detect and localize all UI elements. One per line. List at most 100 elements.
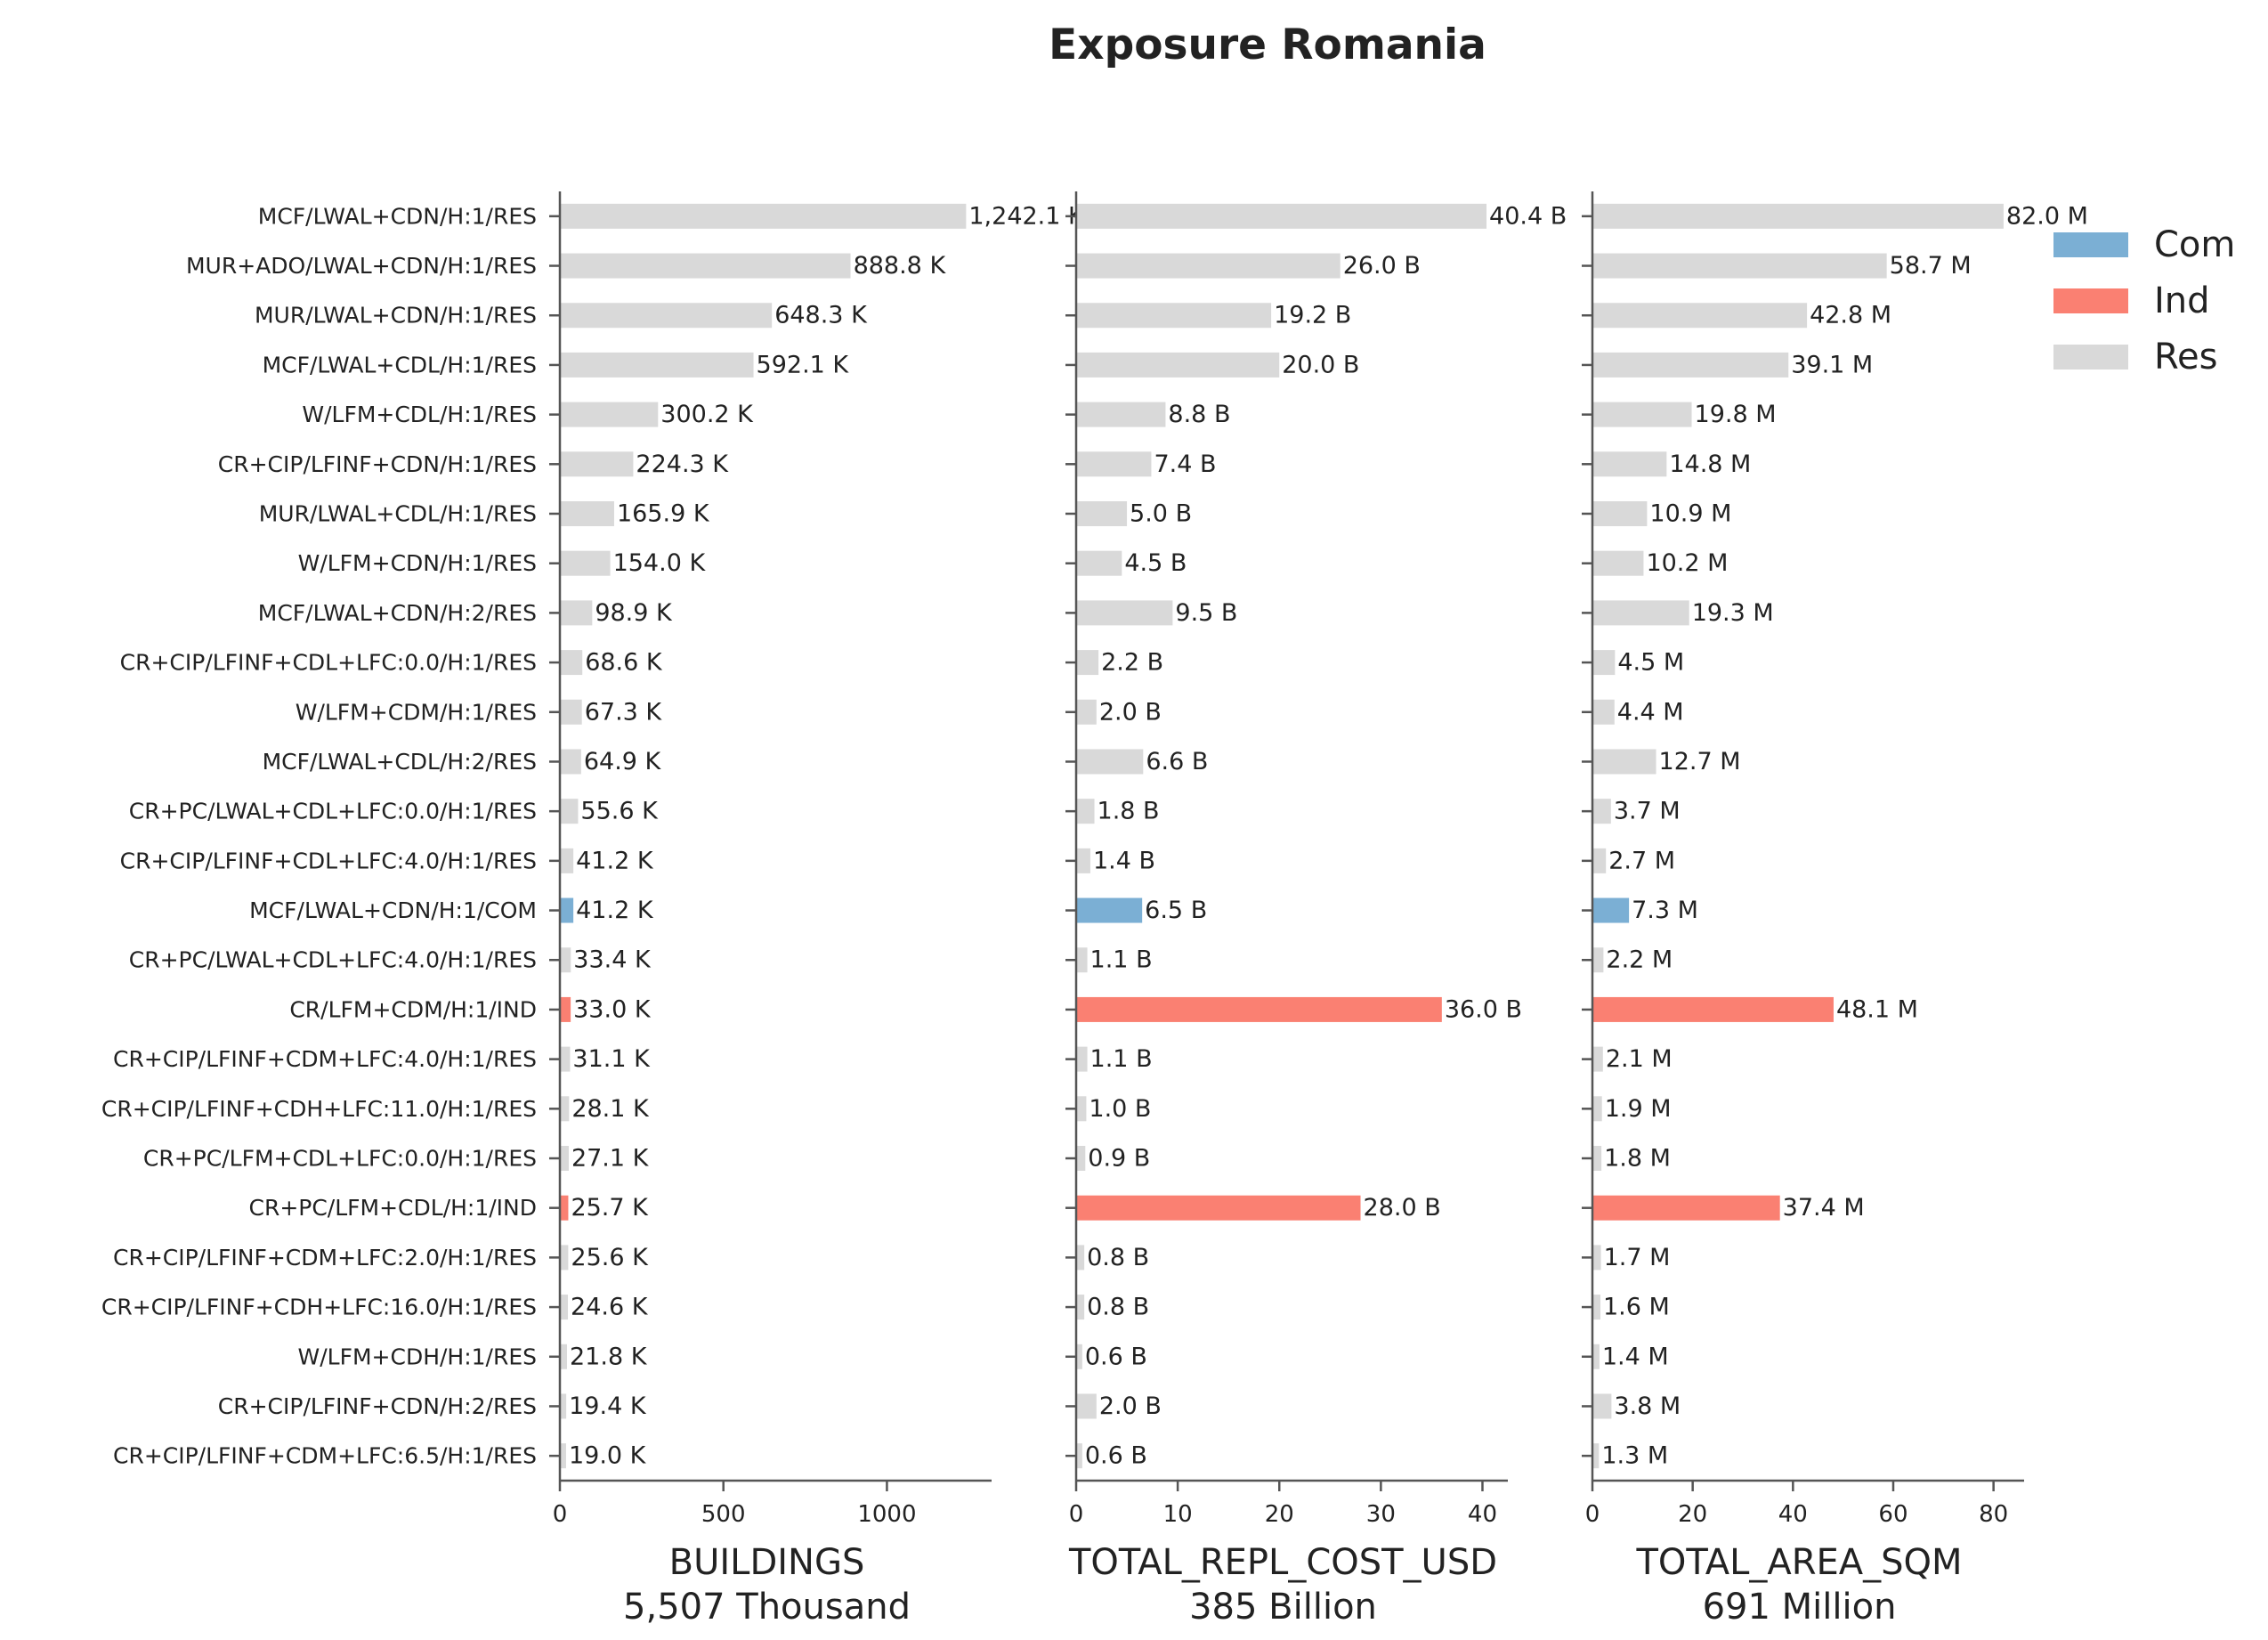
bar: [1592, 203, 2004, 229]
bar: [560, 1146, 569, 1171]
data-label: 592.1 K: [757, 351, 850, 378]
bar: [1592, 303, 1808, 329]
x-tick-label: 0: [1069, 1501, 1084, 1528]
category-label: MCF/LWAL+CDL/H:2/RES: [263, 749, 537, 775]
bar: [560, 897, 574, 923]
category-label: CR+CIP/LFINF+CDN/H:2/RES: [218, 1393, 537, 1419]
category-label: W/LFM+CDN/H:1/RES: [298, 550, 537, 576]
data-label: 6.6 B: [1146, 748, 1208, 775]
bar: [1592, 1195, 1780, 1221]
panel-total-repl-cost-usd: 40.4 B 26.0 B 19.2 B 20.0 B 8.8 B 7.4 B 5.0 B 4…: [1065, 191, 1567, 1628]
category-label: MCF/LWAL+CDL/H:1/RES: [263, 352, 537, 378]
data-label: 41.2 K: [576, 847, 654, 874]
bar: [1592, 1046, 1603, 1072]
data-label: 19.0 K: [569, 1442, 647, 1470]
data-label: 9.5 B: [1175, 599, 1237, 627]
data-label: 21.8 K: [570, 1343, 648, 1370]
data-label: 67.3 K: [585, 698, 663, 726]
data-label: 98.9 K: [595, 599, 673, 627]
category-label: MCF/LWAL+CDN/H:1/COM: [249, 897, 537, 923]
category-label: CR+CIP/LFINF+CDH+LFC:11.0/H:1/RES: [101, 1096, 537, 1122]
category-label: CR+CIP/LFINF+CDM+LFC:2.0/H:1/RES: [113, 1245, 537, 1271]
category-label: MUR+ADO/LWAL+CDN/H:1/RES: [186, 253, 537, 279]
bar: [1592, 1443, 1600, 1469]
bar: [560, 253, 851, 279]
bar: [1076, 1393, 1097, 1419]
data-label: 40.4 B: [1489, 202, 1567, 230]
bar: [1076, 501, 1128, 526]
data-label: 33.0 K: [573, 995, 652, 1023]
bar: [1076, 848, 1090, 873]
bar: [1076, 600, 1173, 626]
bar: [1076, 699, 1097, 725]
bar: [560, 848, 574, 873]
bar: [1076, 451, 1152, 477]
category-label: CR+CIP/LFINF+CDN/H:1/RES: [218, 451, 537, 477]
data-label: 41.2 K: [576, 897, 654, 924]
x-tick-label: 10: [1163, 1501, 1193, 1528]
data-label: 1.7 M: [1604, 1244, 1671, 1271]
x-axis-title: TOTAL_AREA_SQM: [1635, 1542, 1962, 1583]
x-tick-label: 20: [1265, 1501, 1294, 1528]
data-label: 4.4 M: [1617, 698, 1684, 726]
category-label: CR+CIP/LFINF+CDH+LFC:16.0/H:1/RES: [101, 1295, 537, 1320]
bar: [560, 303, 773, 329]
data-label: 42.8 M: [1810, 302, 1891, 329]
data-label: 68.6 K: [585, 649, 663, 677]
bar: [1592, 848, 1607, 873]
x-tick-label: 30: [1366, 1501, 1396, 1528]
legend-label-res: Res: [2154, 337, 2217, 378]
legend-swatch-ind: [2053, 288, 2128, 313]
bar: [1076, 253, 1341, 279]
data-label: 1.9 M: [1605, 1095, 1672, 1123]
category-label: W/LFM+CDL/H:1/RES: [302, 402, 537, 427]
bar: [560, 203, 967, 229]
data-label: 25.7 K: [571, 1194, 649, 1222]
data-label: 2.0 B: [1099, 698, 1162, 726]
data-label: 0.6 B: [1085, 1343, 1147, 1370]
x-axis-title: BUILDINGS: [669, 1542, 865, 1583]
bar: [1592, 451, 1667, 477]
bar: [1592, 1146, 1602, 1171]
data-label: 55.6 K: [580, 798, 659, 825]
data-label: 1.3 M: [1601, 1442, 1668, 1470]
bar: [1592, 650, 1616, 676]
data-label: 1.0 B: [1089, 1095, 1151, 1123]
x-tick-label: 0: [1585, 1501, 1600, 1528]
category-label: CR+CIP/LFINF+CDL+LFC:0.0/H:1/RES: [120, 650, 537, 676]
bar: [1592, 352, 1789, 378]
data-label: 7.3 M: [1632, 897, 1698, 924]
data-label: 888.8 K: [854, 252, 947, 280]
bar: [1076, 1146, 1086, 1171]
category-label: CR+CIP/LFINF+CDL+LFC:4.0/H:1/RES: [120, 848, 537, 873]
data-label: 6.5 B: [1145, 897, 1207, 924]
data-label: 1.4 B: [1093, 847, 1155, 874]
x-axis-total: 385 Billion: [1189, 1587, 1377, 1628]
bar: [1076, 749, 1144, 775]
data-label: 2.7 M: [1608, 847, 1675, 874]
bar: [1592, 1393, 1612, 1419]
bar: [1076, 550, 1122, 576]
category-label: CR+CIP/LFINF+CDM+LFC:6.5/H:1/RES: [113, 1443, 537, 1469]
bar: [1592, 1344, 1600, 1369]
data-label: 20.0 B: [1282, 351, 1359, 378]
data-label: 0.9 B: [1088, 1145, 1150, 1173]
bar: [560, 650, 583, 676]
category-label: W/LFM+CDM/H:1/RES: [296, 699, 537, 725]
category-label: MUR/LWAL+CDN/H:1/RES: [255, 303, 537, 329]
bar: [1076, 352, 1280, 378]
data-label: 37.4 M: [1783, 1194, 1865, 1222]
x-axis-title: TOTAL_REPL_COST_USD: [1068, 1542, 1497, 1583]
bar: [1592, 402, 1692, 427]
data-label: 1.4 M: [1602, 1343, 1669, 1370]
data-label: 28.1 K: [571, 1095, 650, 1123]
bar: [560, 1245, 569, 1271]
bar: [1076, 1195, 1361, 1221]
bar: [1076, 799, 1095, 824]
data-label: 8.8 B: [1168, 401, 1230, 428]
data-label: 19.4 K: [569, 1392, 647, 1420]
bar: [560, 402, 659, 427]
bar: [560, 501, 614, 526]
category-label: MCF/LWAL+CDN/H:1/RES: [258, 203, 537, 229]
